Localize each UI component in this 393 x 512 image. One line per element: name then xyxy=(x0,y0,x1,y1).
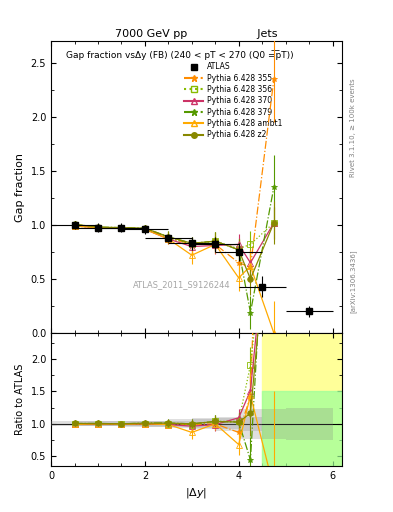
Bar xyxy=(286,408,332,440)
Legend: ATLAS, Pythia 6.428 355, Pythia 6.428 356, Pythia 6.428 370, Pythia 6.428 379, P: ATLAS, Pythia 6.428 355, Pythia 6.428 35… xyxy=(181,59,286,142)
Text: ATLAS_2011_S9126244: ATLAS_2011_S9126244 xyxy=(133,280,231,289)
Title: 7000 GeV pp                    Jets: 7000 GeV pp Jets xyxy=(115,29,278,39)
Bar xyxy=(121,421,168,426)
Bar xyxy=(75,421,121,426)
Text: Rivet 3.1.10, ≥ 100k events: Rivet 3.1.10, ≥ 100k events xyxy=(350,79,356,177)
Text: Gap fraction vsΔy (FB) (240 < pT < 270 (Q0 =͞pT)): Gap fraction vsΔy (FB) (240 < pT < 270 (… xyxy=(66,50,293,59)
Y-axis label: Gap fraction: Gap fraction xyxy=(15,153,25,222)
Bar xyxy=(98,421,145,426)
Bar xyxy=(192,418,239,430)
Bar xyxy=(239,409,286,439)
Bar xyxy=(168,419,215,429)
Y-axis label: Ratio to ATLAS: Ratio to ATLAS xyxy=(15,364,25,435)
Text: [arXiv:1306.3436]: [arXiv:1306.3436] xyxy=(350,250,356,313)
Bar xyxy=(145,421,192,427)
Bar xyxy=(51,421,98,426)
X-axis label: $|\Delta y|$: $|\Delta y|$ xyxy=(185,486,208,500)
Bar xyxy=(215,417,262,431)
